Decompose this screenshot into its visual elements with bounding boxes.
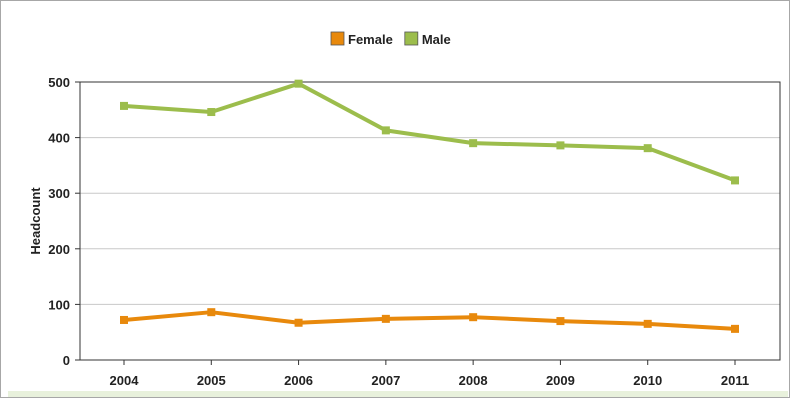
data-point-male <box>120 101 128 110</box>
data-point-female <box>294 318 303 327</box>
data-point-female <box>731 324 739 333</box>
legend-label-male: Male <box>422 32 451 47</box>
y-tick-labels: 0 100 200 300 400 500 <box>48 75 70 368</box>
legend-label-female: Female <box>348 32 393 47</box>
plot-area-border <box>79 81 781 361</box>
data-point-male <box>643 144 652 153</box>
y-tick-label: 400 <box>48 131 70 146</box>
x-tick-label: 2008 <box>459 373 488 388</box>
data-point-female <box>207 308 216 317</box>
x-tick-label: 2004 <box>110 373 140 388</box>
grid-lines <box>80 81 780 305</box>
y-axis-label: Headcount <box>28 187 43 255</box>
data-point-male <box>294 79 303 88</box>
series-line-female <box>123 310 736 331</box>
y-tick-label: 0 <box>63 353 70 368</box>
y-tick-label: 100 <box>48 297 70 312</box>
series-group <box>120 79 739 333</box>
y-tick-label: 300 <box>48 186 70 201</box>
data-point-male <box>381 126 390 135</box>
data-point-female <box>120 315 128 324</box>
x-tick-label: 2010 <box>633 373 662 388</box>
data-point-male <box>731 176 739 185</box>
data-point-female <box>381 314 390 323</box>
legend-swatch-male <box>404 31 419 46</box>
data-point-male <box>469 139 478 148</box>
x-tick-label: 2009 <box>546 373 575 388</box>
legend: Female Male <box>330 31 451 47</box>
data-point-female <box>556 317 565 326</box>
y-tick-label: 500 <box>48 75 70 90</box>
x-tick-label: 2011 <box>721 373 749 388</box>
data-point-female <box>643 319 652 328</box>
legend-swatch-female <box>330 31 345 46</box>
axes <box>75 81 781 365</box>
data-point-male <box>207 108 216 117</box>
data-point-female <box>469 313 478 322</box>
y-tick-label: 200 <box>48 242 70 257</box>
data-point-male <box>556 141 565 150</box>
x-tick-label: 2005 <box>197 373 226 388</box>
x-tick-label: 2006 <box>284 373 313 388</box>
x-tick-label: 2007 <box>371 373 400 388</box>
x-tick-labels: 2004 2005 2006 2007 2008 2009 2010 2011 <box>110 373 750 388</box>
bottom-strip <box>8 391 788 397</box>
series-line-male <box>123 81 736 183</box>
